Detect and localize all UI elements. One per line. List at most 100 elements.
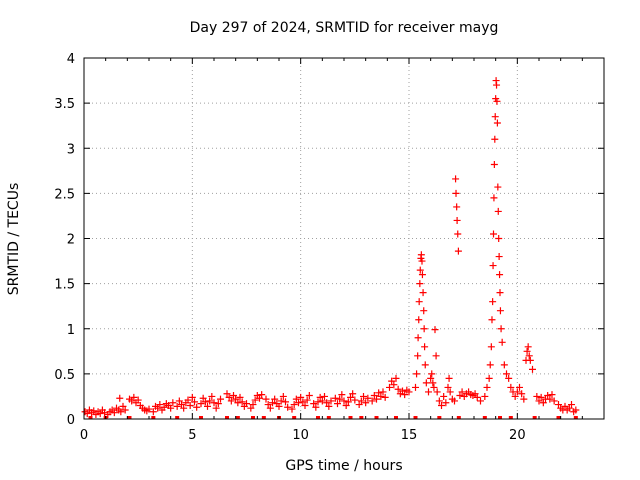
- data-point: [269, 399, 276, 407]
- baseline-mark: [498, 416, 502, 419]
- data-point: [262, 395, 270, 403]
- baseline-mark: [508, 416, 513, 419]
- y-tick-label: 3.5: [54, 97, 75, 112]
- data-point: [433, 388, 441, 396]
- data-point: [422, 379, 430, 387]
- data-point: [452, 189, 460, 197]
- axes: 0 5 10 15 20 0 0.5 1 1.5 2 2.5 3 3.5 4: [54, 52, 605, 443]
- data-point: [486, 361, 494, 369]
- data-point: [526, 356, 534, 364]
- data-point: [520, 395, 528, 403]
- data-point: [336, 395, 344, 403]
- data-point: [338, 391, 346, 399]
- data-point: [493, 81, 501, 89]
- data-point: [217, 395, 224, 403]
- data-point: [184, 396, 192, 404]
- data-point: [442, 399, 450, 407]
- data-point: [251, 396, 259, 404]
- data-point: [295, 399, 302, 407]
- data-point: [212, 404, 220, 412]
- data-point: [503, 370, 510, 378]
- data-point: [188, 393, 196, 401]
- data-point: [223, 390, 231, 398]
- data-point: [243, 400, 250, 408]
- data-point: [513, 388, 521, 396]
- data-point: [362, 399, 370, 407]
- baseline-mark: [88, 416, 93, 419]
- data-point: [507, 383, 515, 391]
- data-point: [340, 397, 348, 405]
- data-point: [134, 396, 142, 404]
- data-point: [110, 409, 118, 417]
- data-point: [544, 392, 552, 400]
- data-point: [477, 397, 484, 405]
- baseline-mark: [556, 416, 561, 419]
- data-point: [327, 397, 335, 405]
- data-point: [453, 216, 461, 224]
- data-point: [169, 399, 177, 407]
- data-point: [394, 385, 402, 393]
- y-tick-label: 3: [67, 142, 75, 157]
- baseline-mark: [482, 416, 487, 419]
- data-point: [331, 394, 339, 402]
- data-point: [485, 374, 493, 382]
- data-point: [201, 398, 209, 406]
- data-point: [247, 404, 255, 412]
- data-point: [266, 404, 274, 412]
- data-point: [420, 325, 428, 333]
- data-point: [416, 266, 424, 274]
- data-point: [318, 397, 326, 405]
- data-point: [386, 383, 393, 391]
- y-tick-label: 4: [67, 52, 75, 67]
- data-point: [197, 400, 205, 408]
- data-point: [227, 397, 235, 405]
- data-point: [323, 399, 331, 407]
- baseline-mark: [316, 416, 320, 419]
- data-point: [375, 389, 383, 397]
- data-point: [301, 401, 309, 409]
- data-point: [418, 257, 426, 265]
- data-point: [489, 262, 497, 270]
- data-point: [452, 175, 460, 183]
- data-point: [130, 393, 138, 401]
- data-point: [518, 390, 526, 398]
- data-point: [458, 388, 466, 396]
- data-point: [444, 383, 452, 391]
- data-point: [493, 119, 501, 127]
- data-point: [456, 392, 464, 400]
- data-point: [430, 383, 438, 391]
- data-point: [454, 230, 462, 238]
- data-point: [349, 390, 357, 398]
- data-point: [471, 390, 479, 398]
- data-point: [500, 361, 508, 369]
- data-point: [390, 381, 398, 389]
- data-point: [271, 395, 279, 403]
- data-point: [516, 383, 523, 391]
- data-point: [505, 374, 513, 382]
- data-point: [355, 401, 363, 409]
- baseline-mark: [348, 416, 353, 419]
- data-point: [529, 365, 536, 373]
- data-points: [81, 77, 580, 418]
- data-point: [347, 393, 354, 401]
- data-point: [495, 235, 503, 242]
- data-point: [414, 352, 422, 360]
- data-point: [415, 298, 423, 306]
- data-point: [154, 404, 162, 412]
- data-point: [312, 403, 320, 411]
- data-point: [481, 392, 489, 400]
- data-point: [344, 398, 352, 406]
- data-point: [116, 394, 124, 402]
- data-point: [417, 251, 425, 259]
- data-point: [256, 394, 263, 402]
- data-point: [539, 399, 547, 407]
- data-point: [555, 401, 562, 409]
- data-point: [489, 298, 497, 306]
- data-point: [425, 388, 432, 396]
- baseline-mark: [261, 416, 266, 419]
- data-point: [572, 406, 580, 414]
- data-point: [496, 271, 504, 279]
- chart-title: Day 297 of 2024, SRMTID for receiver may…: [190, 20, 499, 36]
- x-tick-label: 5: [188, 428, 196, 443]
- data-point: [440, 392, 448, 400]
